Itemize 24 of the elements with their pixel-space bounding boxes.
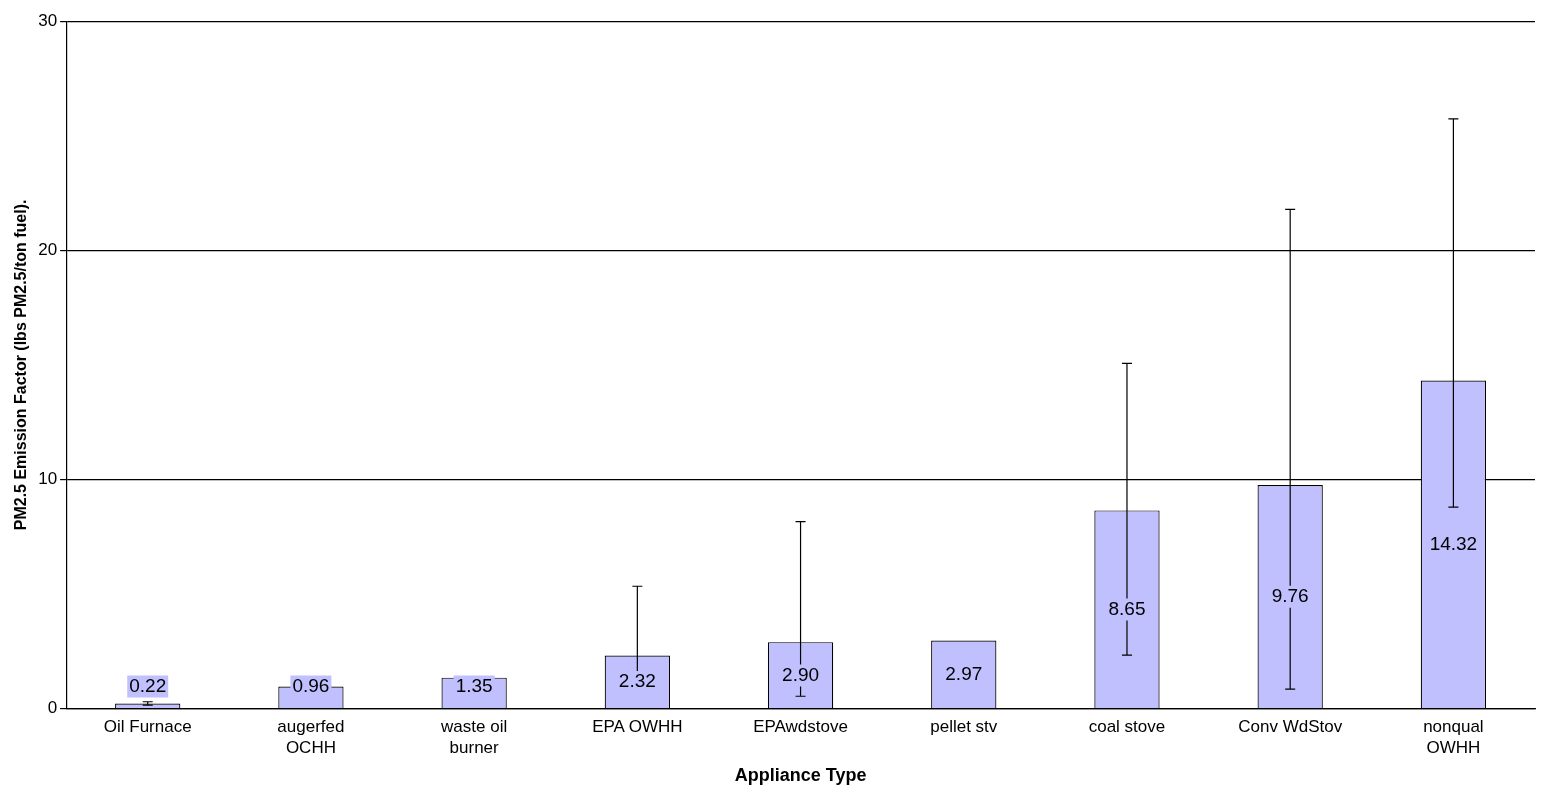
- data-label: 1.35: [455, 674, 493, 696]
- x-tick-label: EPA OWHH: [592, 717, 683, 737]
- y-tick-label: 10: [38, 469, 58, 489]
- data-label: 0.22: [129, 674, 167, 696]
- data-label: 2.97: [945, 662, 983, 684]
- x-tick-label: waste oil burner: [440, 717, 508, 757]
- x-tick-label: augerfed OCHH: [277, 717, 345, 757]
- data-label: 14.32: [1429, 532, 1478, 554]
- y-tick-label: 20: [38, 240, 58, 260]
- x-tick-label: pellet stv: [930, 717, 998, 737]
- x-tick-label: Oil Furnace: [103, 717, 192, 737]
- data-label: 0.96: [292, 674, 330, 696]
- x-tick-label: nonqual OWHH: [1423, 717, 1484, 757]
- data-label: 9.76: [1271, 585, 1309, 607]
- x-axis-title: Appliance Type: [734, 765, 867, 786]
- x-tick-label: EPAwdstove: [753, 717, 848, 737]
- x-tick-label: coal stove: [1088, 717, 1166, 737]
- y-axis-title: PM2.5 Emission Factor (lbs PM2.5/ton fuel).: [12, 199, 30, 531]
- y-tick-label: 30: [38, 10, 58, 30]
- data-label: 8.65: [1108, 597, 1146, 619]
- data-label: 2.90: [782, 663, 820, 685]
- data-label: 2.32: [618, 670, 656, 692]
- y-tick-label: 0: [47, 698, 58, 718]
- x-tick-label: Conv WdStov: [1238, 717, 1343, 737]
